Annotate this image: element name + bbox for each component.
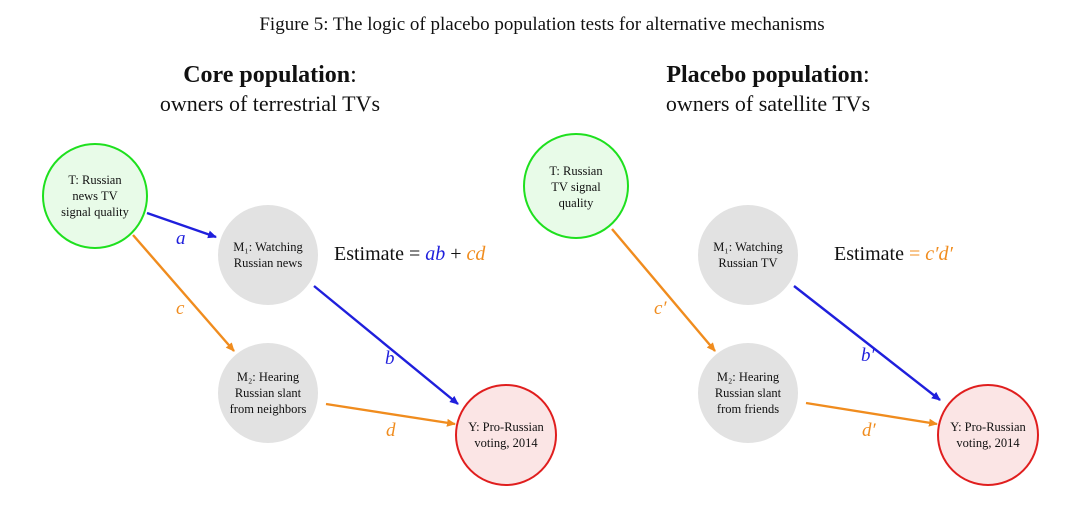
core-edge-d-label: d [386,420,396,441]
core-population-title: Core population: owners of terrestrial T… [120,60,420,118]
core-node-t-label: T: Russian news TV signal quality [61,173,129,219]
placebo-node-y [937,384,1039,486]
figure-caption: Figure 5: The logic of placebo populatio… [259,14,825,35]
placebo-subtitle: owners of satellite TVs [665,91,871,116]
placebo-edge-b-label: b′ [861,345,875,366]
core-edge-c [132,234,235,352]
core-edge-b-label: b [385,348,395,369]
placebo-edge-d [805,401,938,427]
placebo-node-m1 [698,205,798,305]
placebo-node-t-label: T: Russian TV signal quality [549,164,603,210]
core-node-t [42,143,148,249]
core-title-bold: Core population [183,62,351,88]
core-subtitle: owners of terrestrial TVs [159,91,381,116]
core-node-m1-label: M₁: Watching Russian news [233,240,303,270]
core-node-m1 [218,205,318,305]
core-estimate-term-ab: ab [425,243,446,265]
placebo-edge-d-label: d′ [862,420,876,441]
core-estimate: Estimate = ab + cd [334,243,486,265]
placebo-title-bold: Placebo population [666,62,864,88]
placebo-estimate-term: c′d′ [925,243,953,265]
core-edge-a [146,211,217,239]
core-node-y [455,384,557,486]
placebo-node-m2 [698,343,798,443]
core-node-y-label: Y: Pro-Russian voting, 2014 [468,420,544,450]
placebo-node-t [523,133,629,239]
placebo-node-y-label: Y: Pro-Russian voting, 2014 [950,420,1026,450]
placebo-edge-c-label: c′ [654,298,667,319]
core-node-m2 [218,343,318,443]
core-edge-d [325,402,456,427]
placebo-edge-c [611,228,716,352]
core-node-m2-label: M₂: Hearing Russian slant from neighbors [229,370,307,416]
core-edge-a-label: a [176,228,186,249]
placebo-node-m2-label: M₂: Hearing Russian slant from friends [714,370,782,416]
core-edge-c-label: c [176,298,185,319]
core-edge-b [313,285,459,405]
core-estimate-term-cd: cd [466,243,486,265]
placebo-population-title: Placebo population: owners of satellite … [618,60,918,118]
placebo-node-m1-label: M₁: Watching Russian TV [713,240,783,270]
placebo-edge-b [793,285,941,401]
placebo-estimate: Estimate = c′d′ [834,243,953,265]
